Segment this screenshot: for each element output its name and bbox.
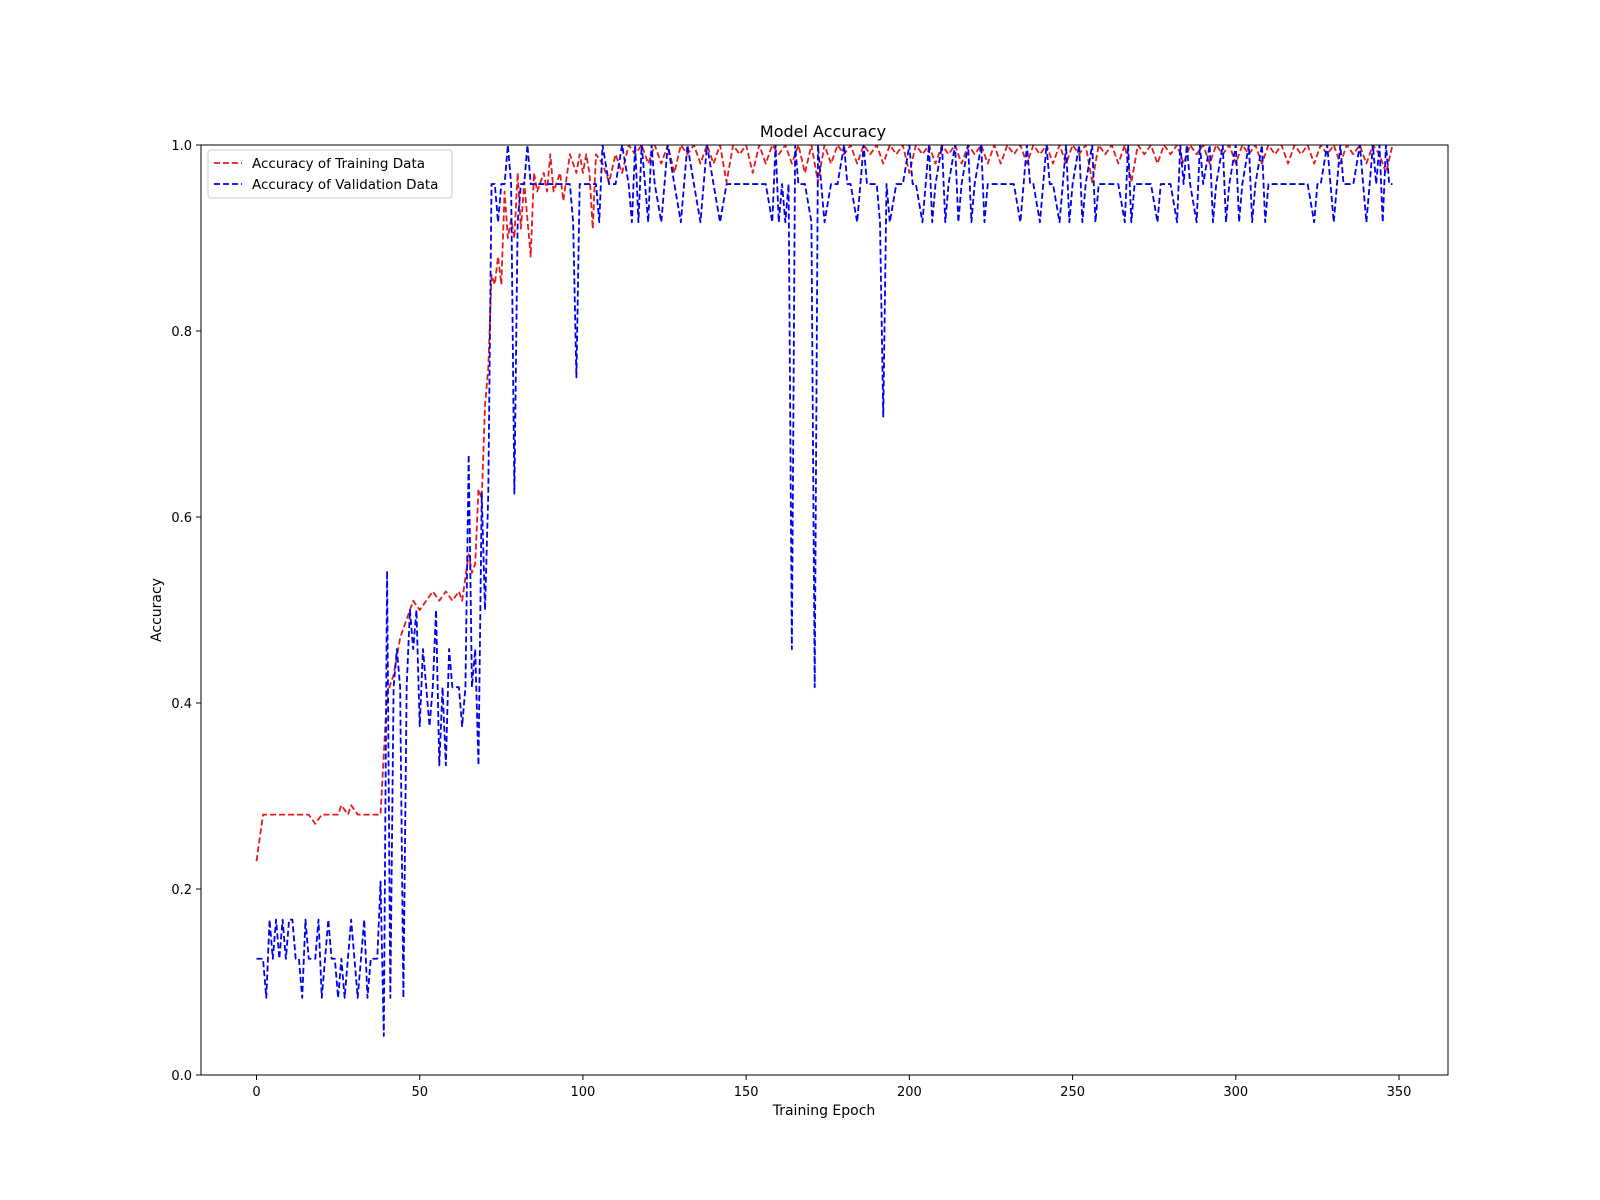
y-tick-label: 1.0 <box>171 139 192 154</box>
x-tick-label: 300 <box>1223 1085 1248 1100</box>
chart-title: Model Accuracy <box>760 122 886 141</box>
x-tick-label: 150 <box>734 1085 759 1100</box>
x-tick-label: 50 <box>411 1085 428 1100</box>
series-line-training <box>255 145 1394 862</box>
plot-frame <box>200 144 1449 1076</box>
plot-area <box>255 145 1394 1037</box>
y-tick-label: 0.8 <box>171 325 192 340</box>
x-tick-label: 250 <box>1060 1085 1085 1100</box>
y-tick-label: 0.4 <box>171 697 192 712</box>
y-tick-label: 0.0 <box>171 1069 192 1084</box>
series-layer <box>255 145 1394 1037</box>
x-tick-label: 200 <box>897 1085 922 1100</box>
x-tick-label: 350 <box>1387 1085 1412 1100</box>
x-axis-label: Training Epoch <box>772 1103 876 1119</box>
y-tick-label: 0.6 <box>171 511 192 526</box>
legend-label-training: Accuracy of Training Data <box>252 156 425 172</box>
legend: Accuracy of Training Data Accuracy of Va… <box>207 149 453 199</box>
legend-label-validation: Accuracy of Validation Data <box>252 177 438 193</box>
series-line-validation <box>256 145 1393 1037</box>
x-axis: 0 50 100 150 200 250 300 350 <box>252 1075 1411 1100</box>
x-tick-label: 0 <box>252 1085 260 1100</box>
y-axis-label: Accuracy <box>149 578 165 642</box>
x-tick-label: 100 <box>571 1085 596 1100</box>
y-tick-label: 0.2 <box>171 883 192 898</box>
y-axis: 0.0 0.2 0.4 0.6 0.8 1.0 <box>171 139 201 1084</box>
legend-box <box>207 149 453 199</box>
